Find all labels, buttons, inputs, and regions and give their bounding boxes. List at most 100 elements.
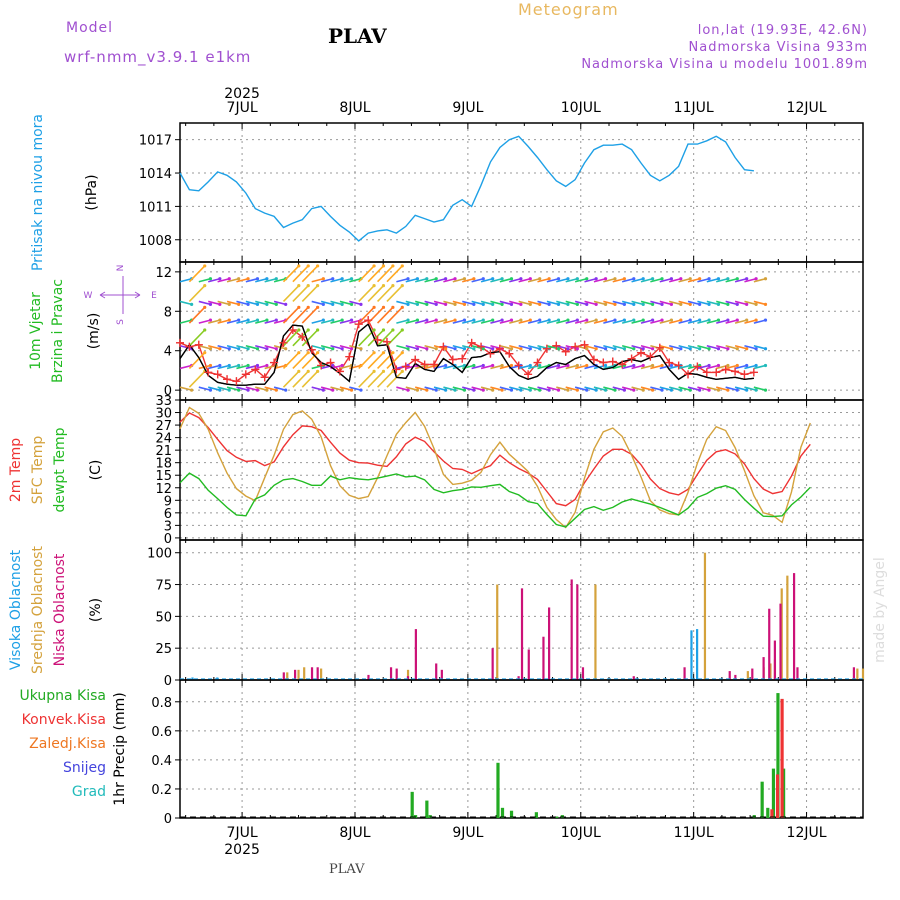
wind-arrow: [518, 319, 531, 324]
gust-marker-top: [495, 344, 504, 353]
top-day-label: 10JUL: [561, 100, 601, 116]
wind-arrow: [574, 319, 587, 324]
wind-arrow-head: [698, 318, 702, 322]
wind-arrow: [697, 277, 710, 283]
wind-arrow-head: [603, 277, 608, 281]
mid-bar: [703, 552, 707, 680]
wind-arrow-head: [632, 347, 636, 351]
wind-arrow-head: [745, 318, 749, 322]
gust-marker-top: [270, 358, 279, 367]
wind-arrow-head: [603, 363, 608, 368]
wind-arrow: [518, 277, 531, 283]
wind-arrow-head: [255, 347, 260, 351]
wind-arrow-head: [632, 363, 636, 368]
wind-arrow: [669, 345, 682, 350]
low-bar: [367, 674, 370, 680]
wind-arrow: [462, 319, 475, 324]
gust-marker-top: [731, 367, 740, 376]
wind-arrow: [292, 370, 309, 388]
y-tick-label: 1017: [139, 134, 172, 149]
wind-arrow-head: [462, 277, 467, 281]
wind-arrow: [462, 386, 475, 391]
wind-arrow: [716, 386, 729, 391]
wind-arrow-head: [519, 388, 523, 392]
wind-arrow-head: [698, 347, 702, 351]
wind-arrow: [753, 364, 766, 370]
wind-arrow: [574, 364, 587, 370]
wind-arrow-head: [453, 347, 457, 351]
wind-arrow: [527, 345, 540, 350]
wind-arrow: [716, 300, 729, 306]
wind-arrow: [236, 345, 249, 350]
wind-arrow-head: [349, 318, 354, 322]
wind-arrow: [546, 300, 559, 306]
top-day-label: 9JUL: [452, 100, 483, 116]
wind-arrow: [565, 364, 578, 370]
wind-arrow-head: [227, 302, 231, 306]
wind-arrow: [330, 277, 343, 283]
wind-arrow: [725, 300, 738, 306]
wind-arrow-head: [726, 318, 730, 322]
wind-arrow: [188, 265, 206, 283]
gust-marker-top: [223, 375, 232, 384]
wind-arrow-head: [237, 363, 241, 368]
wind-arrow-head: [444, 302, 448, 306]
wind-arrow: [273, 386, 286, 391]
gust-line: [179, 319, 755, 383]
wind-arrow: [725, 345, 738, 350]
wind-arrow-head: [651, 277, 655, 281]
y-tick-label: 0: [164, 384, 172, 399]
wind-arrow: [443, 364, 456, 370]
wind-arrow-head: [400, 305, 404, 309]
wind-arrow: [217, 319, 230, 324]
wind-arrow: [264, 300, 277, 306]
wind-arrow-head: [594, 388, 598, 392]
wind-arrow: [198, 300, 211, 306]
wind-arrow-head: [321, 388, 325, 392]
wind-arrow-head: [237, 277, 241, 281]
wind-arrow-head: [218, 363, 222, 368]
wind-arrow: [226, 300, 239, 306]
gust-marker-top: [420, 360, 429, 369]
wind-arrow-head: [585, 277, 589, 281]
y-tick-label: 21: [155, 444, 172, 459]
wind-arrow-head: [297, 264, 301, 268]
low-bar: [570, 579, 573, 680]
wind-arrow: [367, 285, 385, 302]
wind-arrow-head: [585, 318, 589, 322]
footer-station: PLAV: [329, 862, 365, 877]
wind-speed-line-top: [179, 323, 754, 386]
gust-marker-top: [693, 362, 702, 371]
wind-arrow: [687, 319, 700, 324]
total-bar: [776, 693, 780, 818]
wind-arrow: [471, 300, 484, 306]
wind-arrow: [414, 319, 428, 324]
wind-arrow-head: [340, 363, 344, 368]
wind-arrow-head: [274, 388, 278, 392]
gust-marker-top: [665, 358, 674, 367]
pressure-line: [179, 135, 754, 242]
gust-marker-top: [702, 368, 711, 377]
wind-arrow: [678, 386, 691, 391]
wind-arrow-head: [400, 369, 404, 374]
wind-arrow-head: [391, 369, 395, 374]
wind-arrow-head: [538, 277, 542, 281]
wind-arrow-head: [297, 284, 301, 288]
wind-arrow: [433, 319, 446, 324]
top-day-label: 8JUL: [339, 100, 370, 116]
wind-arrow-head: [481, 302, 485, 306]
wind-arrow: [292, 285, 309, 302]
low-bar: [792, 573, 796, 680]
mid-bar: [303, 667, 306, 680]
wind-arrow-head: [381, 351, 386, 355]
wind-arrow-head: [462, 347, 467, 351]
gust-marker-top: [335, 367, 344, 376]
wind-arrow: [255, 345, 268, 350]
wind-arrow-head: [707, 347, 711, 351]
wind-arrow-head: [284, 302, 288, 306]
wind-arrow-head: [491, 277, 495, 281]
wind-arrow-head: [444, 363, 448, 368]
wind-arrow-head: [372, 351, 376, 355]
precip-legend-item: Konvek.Kisa: [22, 712, 106, 728]
y-axis-label: (%): [88, 598, 104, 622]
